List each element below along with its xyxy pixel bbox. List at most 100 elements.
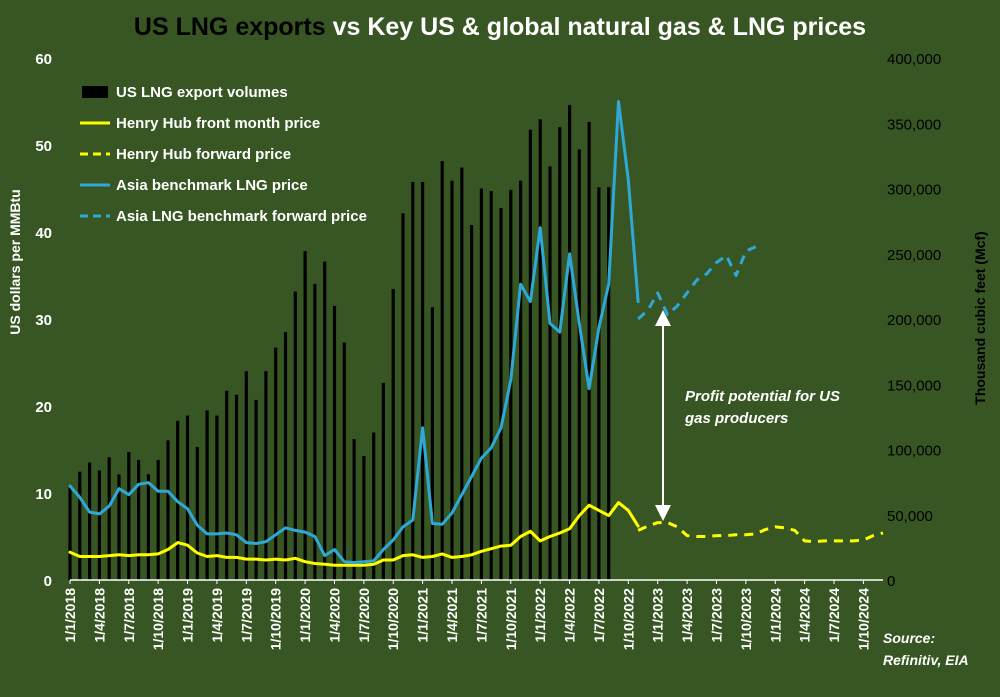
export-volume-bar bbox=[88, 462, 92, 580]
export-volume-bar bbox=[401, 213, 405, 581]
export-volume-bar bbox=[489, 191, 493, 580]
export-volume-bar bbox=[274, 347, 278, 580]
x-tick-label: 1/4/2021 bbox=[444, 588, 460, 643]
x-tick-label: 1/4/2020 bbox=[326, 588, 342, 643]
right-axis-label: Thousand cubic feet (Mcf) bbox=[972, 231, 988, 404]
x-tick-label: 1/1/2021 bbox=[415, 588, 431, 643]
export-volume-bar bbox=[195, 446, 199, 580]
x-tick-label: 1/4/2019 bbox=[209, 588, 225, 643]
x-tick-label: 1/7/2020 bbox=[356, 588, 372, 643]
legend-label: Henry Hub front month price bbox=[116, 115, 320, 132]
export-volume-bar bbox=[156, 459, 160, 580]
export-volume-bar bbox=[215, 415, 219, 580]
export-volume-bar bbox=[303, 251, 307, 580]
right-tick-label: 250,000 bbox=[887, 247, 941, 264]
export-volume-bar bbox=[254, 399, 258, 580]
x-tick-label: 1/10/2022 bbox=[620, 588, 636, 650]
export-volume-bar bbox=[430, 307, 434, 580]
export-volume-bar bbox=[381, 382, 385, 580]
export-volume-bar bbox=[519, 180, 523, 580]
export-volume-bar bbox=[528, 129, 532, 581]
x-tick-label: 1/10/2021 bbox=[503, 588, 519, 650]
right-tick-label: 350,000 bbox=[887, 116, 941, 133]
legend-label: Asia benchmark LNG price bbox=[116, 177, 308, 194]
export-volume-bar bbox=[244, 371, 248, 580]
export-volume-bar bbox=[323, 261, 327, 580]
export-volume-bar bbox=[587, 121, 591, 581]
export-volume-bar bbox=[411, 182, 415, 580]
export-volume-bar bbox=[362, 456, 366, 580]
export-volume-bar bbox=[372, 432, 376, 580]
left-tick-label: 40 bbox=[35, 225, 52, 242]
export-volume-bar bbox=[78, 471, 82, 580]
annotation-line-2: gas producers bbox=[684, 410, 788, 427]
export-volume-bar bbox=[479, 188, 483, 580]
export-volume-bar bbox=[558, 127, 562, 580]
export-volume-bar bbox=[205, 410, 209, 580]
left-tick-label: 50 bbox=[35, 138, 52, 155]
x-tick-label: 1/7/2024 bbox=[826, 588, 842, 643]
export-volume-bar bbox=[283, 332, 288, 580]
x-tick-label: 1/10/2023 bbox=[738, 588, 754, 650]
export-volume-bar bbox=[234, 394, 239, 580]
export-volume-bar bbox=[607, 187, 611, 580]
x-tick-label: 1/1/2022 bbox=[532, 588, 548, 643]
bar-series bbox=[68, 105, 611, 581]
x-tick-label: 1/4/2024 bbox=[797, 588, 813, 643]
export-volume-bar bbox=[460, 167, 464, 580]
source-line-1: Source: bbox=[883, 630, 935, 646]
x-tick-label: 1/7/2023 bbox=[708, 588, 724, 643]
left-tick-label: 10 bbox=[35, 486, 52, 503]
x-tick-label: 1/7/2019 bbox=[238, 588, 254, 643]
right-tick-label: 150,000 bbox=[887, 377, 941, 394]
chart-title-part1: US LNG exports bbox=[134, 13, 326, 41]
export-volume-bar bbox=[332, 305, 337, 580]
x-tick-label: 1/1/2023 bbox=[650, 588, 666, 643]
export-volume-bar bbox=[97, 470, 101, 580]
x-tick-label: 1/4/2022 bbox=[562, 588, 578, 643]
export-volume-bar bbox=[470, 225, 474, 580]
legend-swatch bbox=[82, 86, 108, 98]
x-tick-label: 1/10/2024 bbox=[855, 588, 871, 650]
export-volume-bar bbox=[391, 289, 395, 580]
x-tick-label: 1/7/2022 bbox=[591, 588, 607, 643]
series-line bbox=[637, 245, 757, 321]
export-volume-bar bbox=[352, 439, 356, 580]
series-line bbox=[68, 501, 640, 567]
right-tick-label: 50,000 bbox=[887, 508, 933, 525]
chart-title-part2: vs Key US & global natural gas & LNG pri… bbox=[326, 13, 866, 41]
x-tick-label: 1/7/2021 bbox=[473, 588, 489, 643]
left-axis-label: US dollars per MMBtu bbox=[7, 189, 23, 334]
legend-label: Henry Hub forward price bbox=[116, 146, 291, 163]
right-tick-label: 0 bbox=[887, 573, 895, 590]
right-tick-label: 400,000 bbox=[887, 51, 941, 68]
export-volume-bar bbox=[568, 105, 572, 580]
chart-title: US LNG exports vs Key US & global natura… bbox=[134, 13, 866, 41]
export-volume-bar bbox=[499, 208, 503, 580]
profit-annotation: Profit potential for US gas producers bbox=[684, 388, 840, 427]
legend-label: US LNG export volumes bbox=[116, 84, 288, 101]
export-volume-bar bbox=[225, 390, 229, 580]
export-volume-bar bbox=[597, 187, 601, 580]
x-tick-label: 1/1/2018 bbox=[62, 588, 78, 643]
x-tick-label: 1/10/2020 bbox=[385, 588, 401, 650]
x-tick-label: 1/10/2018 bbox=[150, 588, 166, 650]
x-tick-label: 1/4/2018 bbox=[91, 588, 107, 643]
series-line bbox=[637, 521, 884, 544]
source-line-2: Refinitiv, EIA bbox=[883, 652, 969, 668]
export-volume-bar bbox=[146, 474, 150, 580]
left-tick-label: 60 bbox=[35, 51, 52, 68]
legend-label: Asia LNG benchmark forward price bbox=[116, 208, 367, 225]
export-volume-bar bbox=[166, 440, 170, 580]
legend: US LNG export volumes Henry Hub front mon… bbox=[80, 84, 367, 225]
annotation-line-1: Profit potential for US bbox=[685, 388, 840, 405]
export-volume-bar bbox=[421, 182, 425, 580]
export-volume-bar bbox=[342, 342, 346, 580]
right-tick-label: 100,000 bbox=[887, 443, 941, 460]
export-volume-bar bbox=[127, 452, 131, 580]
x-tick-label: 1/7/2018 bbox=[121, 588, 137, 643]
export-volume-bar bbox=[313, 283, 317, 580]
x-tick-label: 1/1/2024 bbox=[767, 588, 783, 643]
